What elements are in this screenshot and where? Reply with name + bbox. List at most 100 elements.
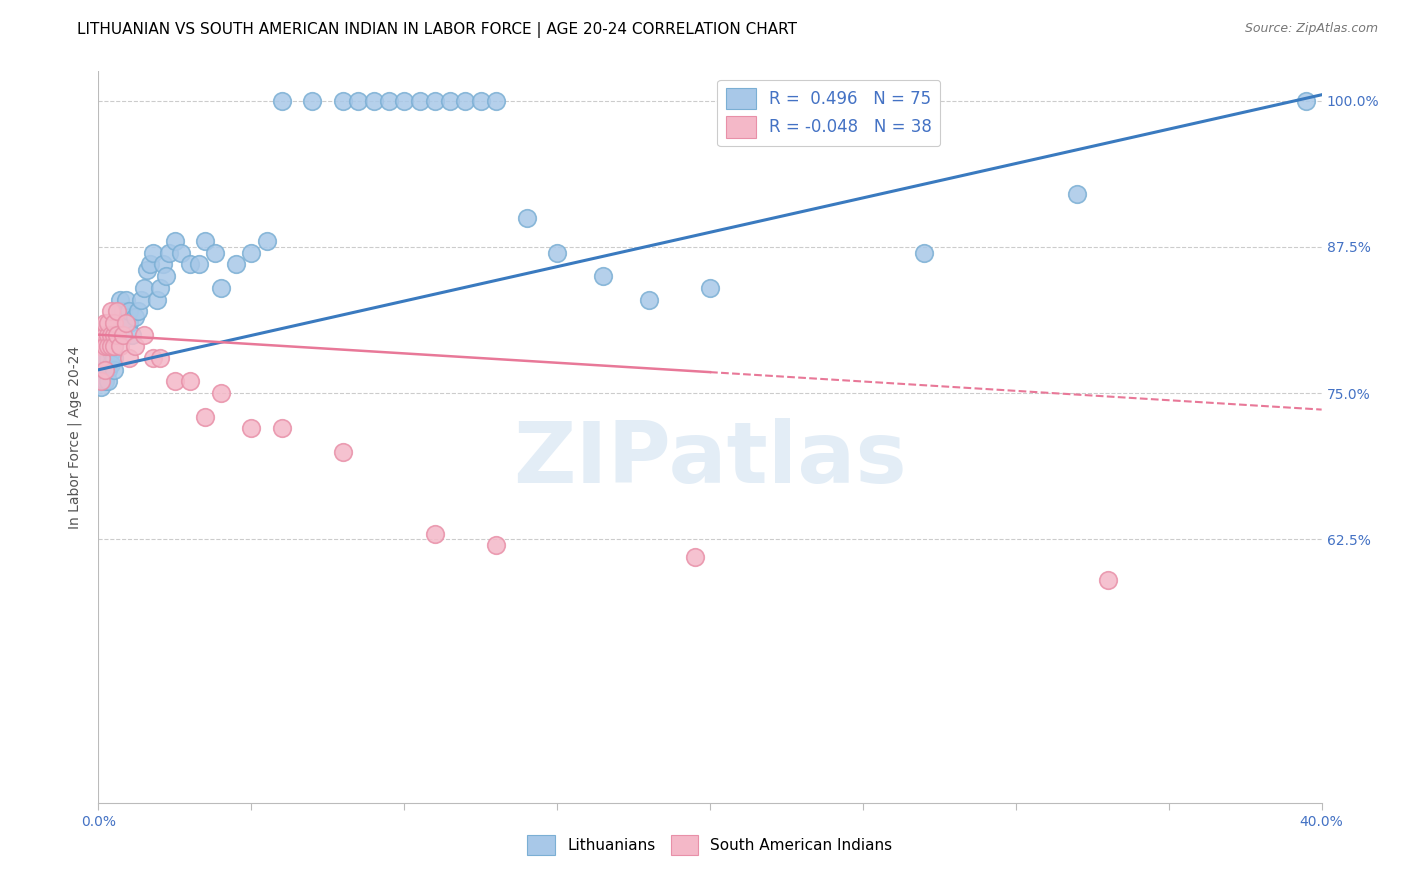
Point [90, 339, 112, 353]
Point [157, 245, 180, 260]
Point [179, 375, 201, 389]
Point [142, 351, 165, 365]
Point [163, 375, 186, 389]
Point [699, 281, 721, 295]
Point [637, 293, 661, 307]
Point [103, 363, 125, 377]
Point [103, 339, 125, 353]
Point [111, 304, 134, 318]
Point [93, 351, 115, 365]
Point [149, 281, 172, 295]
Point [592, 269, 614, 284]
Legend: Lithuanians, South American Indians: Lithuanians, South American Indians [522, 830, 898, 861]
Point [90, 380, 112, 394]
Point [124, 339, 146, 353]
Point [136, 263, 159, 277]
Point [97, 363, 120, 377]
Point [105, 327, 128, 342]
Text: LITHUANIAN VS SOUTH AMERICAN INDIAN IN LABOR FORCE | AGE 20-24 CORRELATION CHART: LITHUANIAN VS SOUTH AMERICAN INDIAN IN L… [77, 22, 797, 38]
Point [145, 293, 167, 307]
Point [93, 375, 115, 389]
Point [1295, 94, 1317, 108]
Point [423, 94, 446, 108]
Point [93, 363, 115, 377]
Point [188, 257, 211, 271]
Point [118, 304, 141, 318]
Point [100, 327, 122, 342]
Point [149, 351, 172, 365]
Point [103, 316, 125, 330]
Point [378, 94, 401, 108]
Point [139, 257, 162, 271]
Point [118, 351, 141, 365]
Point [90, 375, 112, 389]
Point [1066, 187, 1088, 202]
Point [115, 293, 138, 307]
Point [194, 234, 217, 248]
Point [97, 327, 120, 342]
Point [90, 357, 112, 371]
Point [332, 94, 354, 108]
Point [115, 316, 138, 330]
Point [134, 281, 156, 295]
Point [209, 386, 232, 401]
Point [240, 421, 263, 435]
Point [683, 549, 706, 564]
Point [103, 327, 125, 342]
Point [121, 327, 143, 342]
Point [90, 351, 112, 365]
Point [270, 94, 292, 108]
Point [155, 269, 177, 284]
Point [93, 339, 115, 353]
Point [108, 339, 131, 353]
Point [97, 316, 120, 330]
Point [392, 94, 416, 108]
Point [118, 316, 141, 330]
Point [100, 339, 122, 353]
Point [194, 409, 217, 424]
Point [100, 345, 122, 359]
Point [363, 94, 385, 108]
Point [105, 327, 128, 342]
Point [93, 357, 115, 371]
Point [170, 245, 193, 260]
Point [163, 234, 186, 248]
Point [105, 304, 128, 318]
Point [204, 245, 226, 260]
Point [90, 327, 112, 342]
Point [103, 351, 125, 365]
Point [1097, 574, 1119, 588]
Point [129, 293, 152, 307]
Point [134, 327, 156, 342]
Point [93, 327, 115, 342]
Point [111, 327, 134, 342]
Text: ZIPatlas: ZIPatlas [513, 417, 907, 500]
Point [240, 245, 263, 260]
Point [546, 245, 568, 260]
Point [485, 538, 508, 552]
Point [93, 316, 115, 330]
Point [127, 304, 149, 318]
Point [470, 94, 492, 108]
Point [454, 94, 477, 108]
Point [100, 357, 122, 371]
Point [90, 363, 112, 377]
Point [142, 245, 165, 260]
Point [516, 211, 538, 225]
Point [97, 351, 120, 365]
Point [256, 234, 278, 248]
Point [912, 245, 935, 260]
Point [97, 339, 120, 353]
Point [90, 327, 112, 342]
Point [485, 94, 508, 108]
Point [97, 339, 120, 353]
Point [90, 339, 112, 353]
Point [423, 526, 446, 541]
Point [90, 375, 112, 389]
Point [225, 257, 247, 271]
Point [93, 339, 115, 353]
Point [439, 94, 461, 108]
Point [108, 304, 131, 318]
Point [111, 316, 134, 330]
Point [152, 257, 174, 271]
